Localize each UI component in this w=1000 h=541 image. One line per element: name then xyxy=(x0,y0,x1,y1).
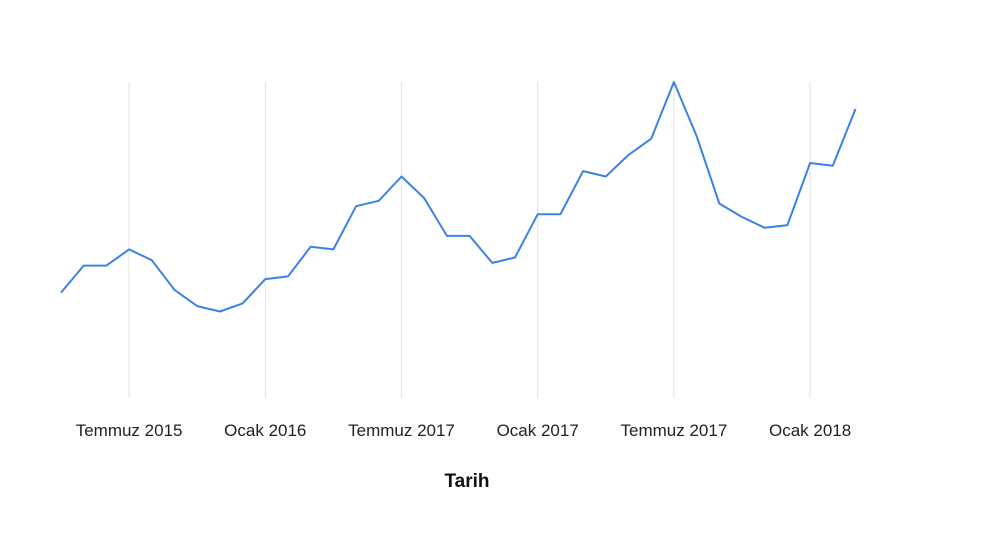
x-tick-label-6: Ocak 2018 xyxy=(769,421,851,440)
grid-lines xyxy=(128,82,811,398)
x-axis-title: Tarih xyxy=(444,471,489,492)
x-tick-label-4: Ocak 2017 xyxy=(497,421,579,440)
x-tick-labels: Temmuz 2015 Ocak 2016 Temmuz 2017 Ocak 2017… xyxy=(76,421,852,440)
x-tick-label-3: Temmuz 2017 xyxy=(348,421,455,440)
x-tick-label-1: Temmuz 2015 xyxy=(76,421,183,440)
series-group xyxy=(60,81,857,313)
x-tick-label-2: Ocak 2016 xyxy=(224,421,306,440)
x-tick-label-5: Temmuz 2017 xyxy=(621,421,728,440)
series-line-1 xyxy=(60,81,857,313)
